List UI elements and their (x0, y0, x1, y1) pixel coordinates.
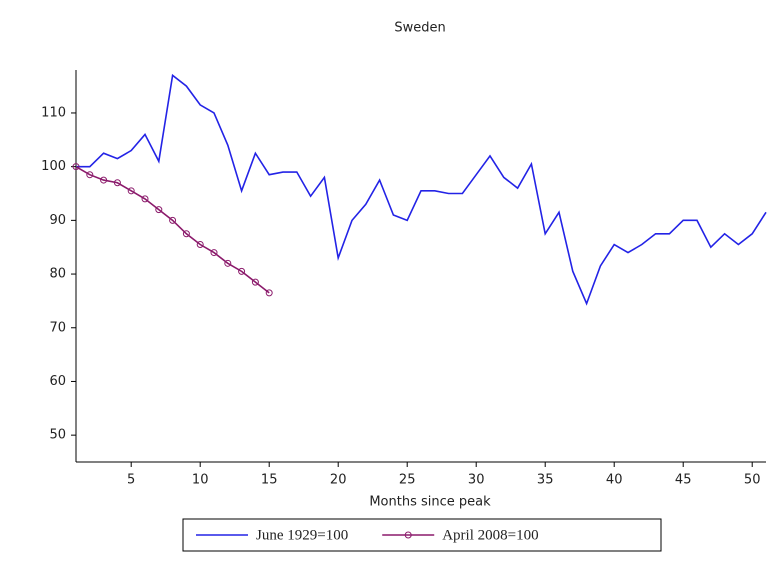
point-marker (251, 278, 259, 286)
legend-label: April 2008=100 (442, 527, 538, 543)
point-marker (113, 179, 121, 187)
x-tick-label: 50 (744, 473, 761, 488)
point-marker (86, 171, 94, 179)
x-axis-label: Months since peak (369, 495, 491, 510)
series-line (76, 73, 767, 306)
series-line (75, 165, 270, 294)
legend-marker (404, 531, 412, 539)
x-tick-label: 45 (675, 473, 692, 488)
point-marker (100, 176, 108, 184)
point-marker (155, 206, 163, 214)
point-marker (182, 230, 190, 238)
x-tick-label: 15 (261, 473, 278, 488)
point-marker (265, 289, 273, 297)
y-tick-label: 100 (41, 159, 66, 174)
x-tick-label: 5 (127, 473, 135, 488)
x-tick-label: 35 (537, 473, 554, 488)
point-marker (127, 187, 135, 195)
x-tick-label: 30 (468, 473, 485, 488)
y-tick-label: 60 (49, 374, 66, 389)
x-tick-label: 40 (606, 473, 623, 488)
point-marker (169, 216, 177, 224)
point-marker (141, 195, 149, 203)
point-marker (224, 259, 232, 267)
y-tick-label: 90 (49, 213, 66, 228)
y-tick-label: 110 (41, 105, 66, 120)
y-tick-label: 70 (49, 320, 66, 335)
x-tick-label: 25 (399, 473, 416, 488)
x-tick-label: 20 (330, 473, 347, 488)
legend: June 1929=100 April 2008=100 (196, 527, 539, 543)
legend-box (182, 518, 662, 552)
x-tick-label: 10 (192, 473, 209, 488)
legend-label: June 1929=100 (256, 527, 348, 543)
y-tick-label: 80 (49, 267, 66, 282)
chart-title: Sweden (394, 21, 445, 36)
point-marker (72, 163, 80, 171)
y-tick-label: 50 (49, 428, 66, 443)
point-marker (210, 249, 218, 257)
point-marker (196, 241, 204, 249)
point-marker (238, 267, 246, 275)
